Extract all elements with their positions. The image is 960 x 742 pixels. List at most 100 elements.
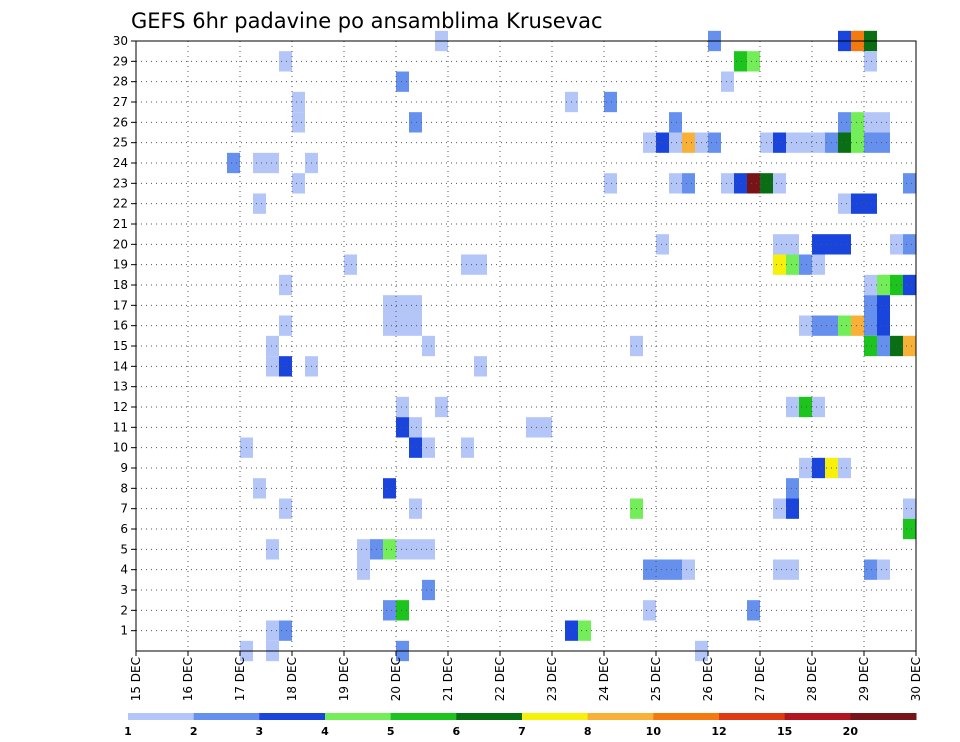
heatmap-cell (409, 437, 422, 458)
colorbar-swatch (522, 713, 589, 720)
heatmap-cell (747, 51, 760, 72)
heatmap-cell (279, 356, 292, 377)
heatmap-cell (409, 539, 422, 560)
colorbar-swatch (193, 713, 260, 720)
heatmap-cell (643, 132, 656, 153)
heatmap-cell (279, 274, 292, 296)
heatmap-cell (773, 173, 786, 194)
heatmap-cell (812, 396, 825, 418)
heatmap-cell (266, 620, 279, 641)
heatmap-cell (734, 51, 747, 72)
heatmap-cell (578, 620, 591, 641)
y-tick-label: 27 (113, 95, 128, 109)
heatmap-cell (747, 600, 760, 621)
heatmap-cell (812, 132, 825, 153)
heatmap-cell (344, 254, 357, 275)
y-tick-label: 23 (113, 176, 128, 190)
heatmap-cell (409, 112, 422, 133)
y-tick-label: 16 (113, 319, 128, 333)
heatmap-cell (812, 234, 825, 255)
y-tick-label: 10 (113, 441, 128, 455)
heatmap-cell (396, 539, 409, 560)
x-tick-label: 28 DEC (805, 657, 819, 701)
y-tick-label: 15 (113, 339, 128, 353)
heatmap-cell (721, 173, 734, 194)
colorbar-swatch (587, 713, 654, 720)
heatmap-cell (773, 498, 786, 519)
heatmap-cell (786, 132, 799, 153)
heatmap-cell (864, 559, 877, 580)
heatmap-cell (903, 274, 916, 296)
heatmap-cell (266, 335, 279, 357)
heatmap-cell (786, 396, 799, 418)
y-tick-label: 26 (113, 115, 128, 129)
heatmap-cell (864, 112, 877, 133)
heatmap-cell (864, 51, 877, 72)
heatmap-cell (266, 539, 279, 560)
heatmap-cell (474, 254, 487, 275)
heatmap-cell (877, 112, 890, 133)
x-tick-label: 24 DEC (597, 657, 611, 701)
heatmap-cell (864, 274, 877, 296)
x-tick-label: 17 DEC (233, 657, 247, 701)
x-tick-label: 30 DEC (909, 657, 923, 701)
y-tick-label: 24 (113, 156, 128, 170)
heatmap-cell (903, 173, 916, 194)
heatmap-cell (903, 498, 916, 519)
y-axis: 1234567891011121314151617181920212223242… (113, 34, 136, 638)
heatmap-cell (786, 498, 799, 519)
heatmap-cell (812, 315, 825, 336)
colorbar-swatch (456, 713, 523, 720)
y-tick-label: 19 (113, 258, 128, 272)
x-tick-label: 23 DEC (545, 657, 559, 701)
heatmap-cell (669, 112, 682, 133)
heatmap-cell (877, 315, 890, 336)
x-tick-label: 27 DEC (753, 657, 767, 701)
y-tick-label: 7 (120, 502, 128, 516)
heatmap-cell (864, 193, 877, 214)
heatmap-cell (253, 193, 266, 214)
heatmap-cell (253, 478, 266, 499)
heatmap-cell (409, 498, 422, 519)
heatmap-cell (461, 254, 474, 275)
colorbar-label: 10 (646, 725, 662, 738)
colorbar-label: 7 (518, 725, 526, 738)
heatmap-cell (656, 559, 669, 580)
heatmap-cell (357, 539, 370, 560)
x-tick-label: 21 DEC (441, 657, 455, 701)
y-tick-label: 29 (113, 54, 128, 68)
heatmap-cell (669, 559, 682, 580)
y-tick-label: 8 (120, 481, 128, 495)
heatmap-cell (773, 234, 786, 255)
colorbar-label: 1 (124, 725, 132, 738)
heatmap-cell (669, 173, 682, 194)
colorbar-legend: 1 2 3 4 5 6 7 8 10 12 15 20 (124, 713, 917, 738)
colorbar-label: 5 (387, 725, 395, 738)
heatmap-cell (838, 457, 851, 479)
heatmap-cell (253, 152, 266, 174)
heatmap-cell (812, 457, 825, 479)
y-tick-label: 13 (113, 380, 128, 394)
heatmap-cell (799, 457, 812, 479)
heatmap-cell (851, 315, 864, 336)
heatmap-cell (669, 132, 682, 153)
colorbar-label: 6 (453, 725, 461, 738)
heatmap-cell (266, 152, 279, 174)
heatmap-cell (383, 600, 396, 621)
heatmap-cell (838, 234, 851, 255)
heatmap-cell (812, 254, 825, 275)
x-tick-label: 18 DEC (285, 657, 299, 701)
heatmap-cell (604, 91, 617, 113)
heatmap-cell (708, 132, 721, 153)
heatmap-cell (799, 315, 812, 336)
heatmap-cell (851, 132, 864, 153)
heatmap-cell (851, 112, 864, 133)
heatmap-cell (786, 559, 799, 580)
colorbar-swatch (784, 713, 851, 720)
y-tick-label: 3 (120, 583, 128, 597)
heatmap-cell (422, 539, 435, 560)
heatmap-cell (422, 579, 435, 601)
heatmap-cell (734, 173, 747, 194)
heatmap-cell (799, 254, 812, 275)
heatmap-cell (877, 295, 890, 316)
